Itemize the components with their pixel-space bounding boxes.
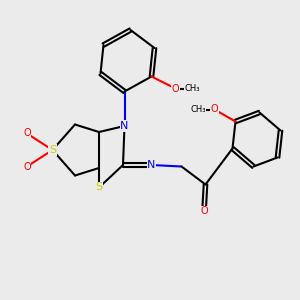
Text: O: O (200, 206, 208, 217)
Text: S: S (49, 145, 56, 155)
Text: CH₃: CH₃ (184, 84, 200, 93)
Text: O: O (172, 83, 179, 94)
Text: N: N (147, 160, 156, 170)
Text: O: O (23, 128, 31, 139)
Text: O: O (23, 161, 31, 172)
Text: N: N (120, 121, 129, 131)
Text: S: S (95, 182, 103, 193)
Text: CH₃: CH₃ (190, 105, 206, 114)
Text: O: O (211, 104, 218, 115)
